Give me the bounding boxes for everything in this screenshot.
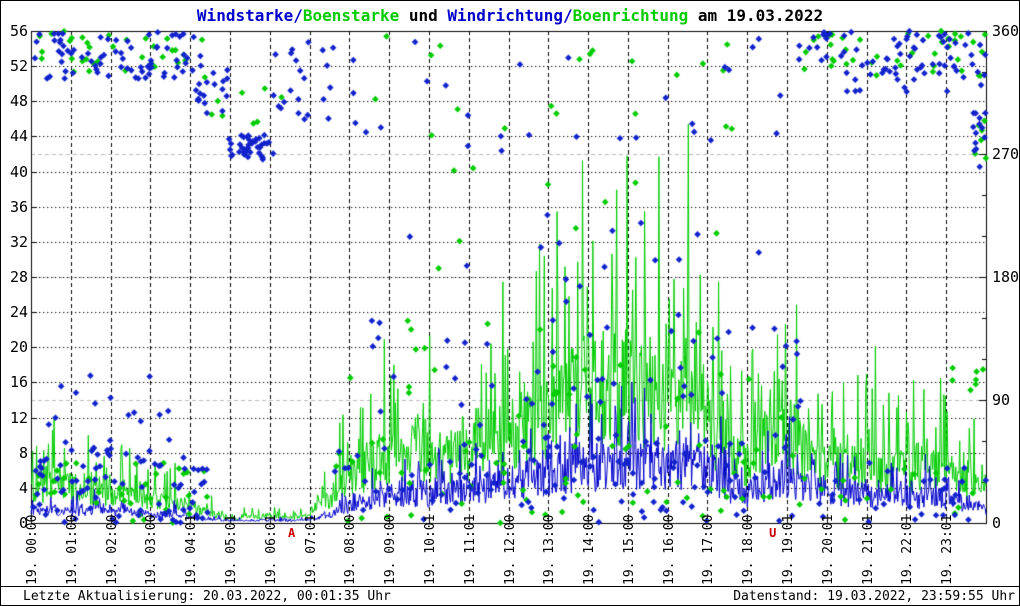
chart-title-part-1: Boenstarke bbox=[302, 6, 400, 25]
left-axis-tick-label: 24 bbox=[9, 303, 28, 322]
chart-title: Windstarke/Boenstarke und Windrichtung/B… bbox=[1, 6, 1019, 25]
x-axis-tick-label: 19. 08:00 bbox=[343, 514, 359, 585]
x-axis-tick-label: 19. 14:00 bbox=[582, 514, 598, 585]
x-axis-tick-label: 19. 18:00 bbox=[741, 514, 757, 585]
x-axis-tick-label: 19. 05:01 bbox=[223, 514, 239, 585]
left-axis-tick-label: 20 bbox=[9, 338, 28, 357]
right-axis-tick-label: 90 bbox=[992, 391, 1011, 409]
chart-title-part-0: Windstarke/ bbox=[196, 6, 303, 25]
chart-title-part-2: und bbox=[399, 6, 448, 25]
x-axis-tick-label: 19. 21:01 bbox=[860, 514, 876, 585]
x-axis-tick-label: 19. 10:01 bbox=[422, 514, 438, 585]
x-axis-tick-label: 19. 06:01 bbox=[263, 514, 279, 585]
right-axis-tick-label: 270 bbox=[992, 145, 1020, 163]
chart-title-part-3: Windrichtung/ bbox=[447, 6, 573, 25]
x-axis-tick-label: 19. 16:00 bbox=[661, 514, 677, 585]
left-axis-tick-label: 16 bbox=[9, 373, 28, 392]
left-axis-tick-label: 40 bbox=[9, 162, 28, 181]
left-axis-tick-label: 56 bbox=[9, 22, 28, 40]
left-axis-tick-label: 44 bbox=[9, 127, 28, 146]
x-axis-tick-label: 19. 00:00 bbox=[25, 514, 40, 585]
last-update-text: Letzte Aktualisierung: 20.03.2022, 00:01… bbox=[23, 589, 391, 604]
x-axis-tick-label: 19. 22:01 bbox=[900, 514, 916, 585]
x-axis-tick-label: 19. 04:01 bbox=[184, 514, 200, 585]
x-axis-tick-label: 19. 02:00 bbox=[104, 514, 120, 585]
right-axis-tick-label: 360 bbox=[992, 22, 1020, 40]
left-axis-tick-label: 4 bbox=[18, 478, 28, 497]
left-axis-tick-label: 32 bbox=[9, 232, 28, 251]
x-axis-tick-label: 19. 19:01 bbox=[781, 514, 797, 585]
wind-chart-plot-area bbox=[1, 1, 1019, 587]
x-axis-tick-label: 19. 07:01 bbox=[303, 514, 319, 585]
left-axis-tick-label: 8 bbox=[18, 443, 28, 462]
status-bar: Letzte Aktualisierung: 20.03.2022, 00:01… bbox=[1, 586, 1019, 605]
data-timestamp-text: Datenstand: 19.03.2022, 23:59:55 Uhr bbox=[733, 589, 1015, 604]
left-axis-tick-label: 12 bbox=[9, 408, 28, 427]
left-axis-tick-label: 0 bbox=[18, 514, 28, 532]
chart-title-part-4: Boenrichtung bbox=[572, 6, 689, 25]
x-axis-tick-label: 19. 01:00 bbox=[64, 514, 80, 585]
x-axis-tick-label: 19. 09:00 bbox=[383, 514, 399, 585]
chart-title-part-5: am 19.03.2022 bbox=[688, 6, 824, 25]
sunrise-marker: A bbox=[288, 526, 296, 540]
sunset-marker: U bbox=[769, 526, 777, 540]
x-axis-tick-label: 19. 15:00 bbox=[621, 514, 637, 585]
x-axis-tick-label: 19. 23:01 bbox=[940, 514, 956, 585]
x-axis-tick-label: 19. 03:00 bbox=[144, 514, 160, 585]
left-axis-tick-label: 36 bbox=[9, 197, 28, 216]
x-axis-tick-label: 19. 20:01 bbox=[820, 514, 836, 585]
left-axis-tick-label: 48 bbox=[9, 92, 28, 111]
x-axis-tick-label: 19. 13:00 bbox=[542, 514, 558, 585]
x-axis-tick-label: 19. 17:00 bbox=[701, 514, 717, 585]
x-axis-tick-label: 19. 11:01 bbox=[462, 514, 478, 585]
left-axis-tick-label: 52 bbox=[9, 57, 28, 76]
right-axis-tick-label: 180 bbox=[992, 268, 1020, 286]
right-axis-tick-label: 0 bbox=[992, 514, 1002, 532]
x-axis-tick-label: 19. 12:00 bbox=[502, 514, 518, 585]
left-axis-tick-label: 28 bbox=[9, 268, 28, 286]
